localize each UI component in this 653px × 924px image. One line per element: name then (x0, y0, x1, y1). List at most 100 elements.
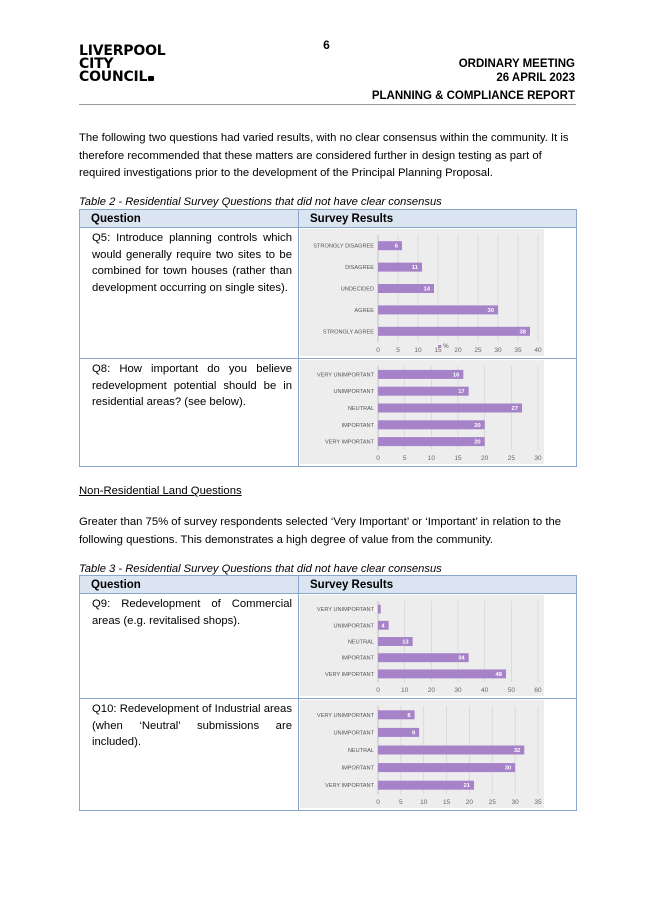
category-label: UNIMPORTANT (333, 730, 374, 736)
bar (378, 745, 525, 755)
category-label: NEUTRAL (348, 748, 374, 754)
category-label: NEUTRAL (348, 640, 374, 646)
column-header-results: Survey Results (298, 209, 577, 228)
tick-label: 25 (474, 347, 482, 354)
bar (378, 437, 485, 447)
logo-mark-icon (148, 76, 155, 81)
data-label: 13 (402, 640, 409, 646)
column-header-results: Survey Results (298, 575, 577, 594)
category-label: AGREE (354, 308, 374, 314)
bar (378, 403, 522, 413)
question-q8: Q8: How important do you believe redevel… (79, 358, 299, 467)
category-label: VERY IMPORTANT (325, 783, 375, 789)
meeting-title: ORDINARY MEETING (458, 58, 575, 70)
category-label: VERY UNIMPORTANT (317, 372, 375, 378)
question-q5: Q5: Introduce planning controls which wo… (79, 227, 299, 359)
tick-label: 20 (454, 347, 462, 354)
bar (378, 420, 485, 430)
data-label: 20 (474, 440, 480, 446)
chart-q8: 0 5 10 15 20 25 30 VERY UNIMPORTANT 16 UNIMPORTAN… (300, 360, 544, 464)
section-heading: Non-Residential Land Questions (79, 485, 242, 497)
question-q10: Q10: Redevelopment of Industrial areas (… (79, 698, 299, 811)
tick-label: 25 (508, 455, 516, 462)
category-label: NEUTRAL (348, 406, 374, 412)
header-divider (79, 104, 576, 105)
bar (378, 669, 506, 679)
tick-label: 30 (512, 799, 520, 806)
data-label: 11 (412, 265, 419, 271)
tick-label: 0 (376, 687, 380, 694)
chart-q9: 0 10 20 30 40 50 60 VERY UNIMPORTANT 1 UNIMPORTAN… (300, 595, 544, 696)
category-label: IMPORTANT (342, 423, 375, 429)
data-label: 21 (464, 783, 471, 789)
bar (378, 284, 434, 293)
data-label: 14 (424, 287, 431, 293)
data-label: 34 (458, 656, 465, 662)
data-label: 32 (514, 748, 520, 754)
category-label: VERY UNIMPORTANT (317, 713, 375, 719)
table3-caption: Table 3 - Residential Survey Questions t… (79, 563, 442, 575)
meeting-date: 26 APRIL 2023 (496, 72, 575, 84)
tick-label: 15 (443, 799, 451, 806)
bar (378, 763, 516, 773)
tick-label: 10 (420, 799, 428, 806)
tick-label: 60 (534, 687, 542, 694)
data-label: 30 (488, 308, 494, 314)
bar (378, 710, 415, 720)
data-label: 20 (474, 423, 480, 429)
category-label: STRONGLY DISAGREE (313, 244, 374, 250)
data-label: 1 (373, 607, 377, 613)
data-label: 30 (505, 766, 511, 772)
category-label: IMPORTANT (342, 656, 375, 662)
question-q9: Q9: Redevelopment of Commercial areas (e… (79, 593, 299, 699)
category-label: UNIMPORTANT (333, 623, 374, 629)
tick-label: 5 (396, 347, 400, 354)
chart-q10: 0 5 10 15 20 25 30 35 VERY UNIMPORTANT 8 UNIMPORTA… (300, 700, 544, 808)
tick-label: 20 (466, 799, 474, 806)
tick-label: 5 (403, 455, 407, 462)
tick-label: 0 (376, 455, 380, 462)
report-title: PLANNING & COMPLIANCE REPORT (371, 90, 575, 102)
bar (378, 604, 381, 614)
bar (378, 326, 530, 336)
legend-label: % (443, 344, 449, 350)
bar (378, 637, 413, 646)
category-label: VERY UNIMPORTANT (317, 607, 375, 613)
tick-label: 25 (489, 799, 497, 806)
section-paragraph: Greater than 75% of survey respondents s… (79, 516, 562, 546)
bar (378, 241, 402, 251)
data-label: 6 (395, 244, 399, 250)
column-header-question: Question (79, 209, 299, 228)
tick-label: 30 (534, 455, 542, 462)
tick-label: 10 (428, 455, 436, 462)
bar (378, 653, 469, 663)
logo-line: CITY (79, 56, 114, 72)
tick-label: 10 (401, 687, 409, 694)
tick-label: 30 (494, 347, 502, 354)
data-label: 9 (412, 730, 416, 736)
table2-caption: Table 2 - Residential Survey Questions t… (79, 196, 442, 208)
tick-label: 15 (434, 347, 442, 354)
category-label: STRONGLY AGREE (323, 329, 374, 335)
legend-swatch (438, 345, 442, 348)
category-label: VERY IMPORTANT (325, 672, 375, 678)
intro-paragraph: The following two questions had varied r… (79, 132, 569, 179)
tick-label: 20 (481, 455, 489, 462)
tick-label: 5 (399, 799, 403, 806)
tick-label: 0 (376, 347, 380, 354)
data-label: 48 (496, 672, 503, 678)
logo-line: LIVERPOOL (79, 43, 166, 59)
category-label: IMPORTANT (342, 766, 375, 772)
bar (378, 727, 420, 737)
table3: Question Survey Results Q9: Redevelopmen… (79, 575, 577, 811)
data-label: 38 (520, 329, 527, 335)
data-label: 17 (458, 389, 464, 395)
category-label: DISAGREE (345, 265, 374, 271)
data-label: 8 (407, 713, 411, 719)
logo-line: COUNCIL (79, 69, 148, 85)
tick-label: 20 (428, 687, 436, 694)
tick-label: 40 (534, 347, 542, 354)
bar (378, 620, 389, 630)
column-header-question: Question (79, 575, 299, 594)
category-label: VERY IMPORTANT (325, 440, 375, 446)
